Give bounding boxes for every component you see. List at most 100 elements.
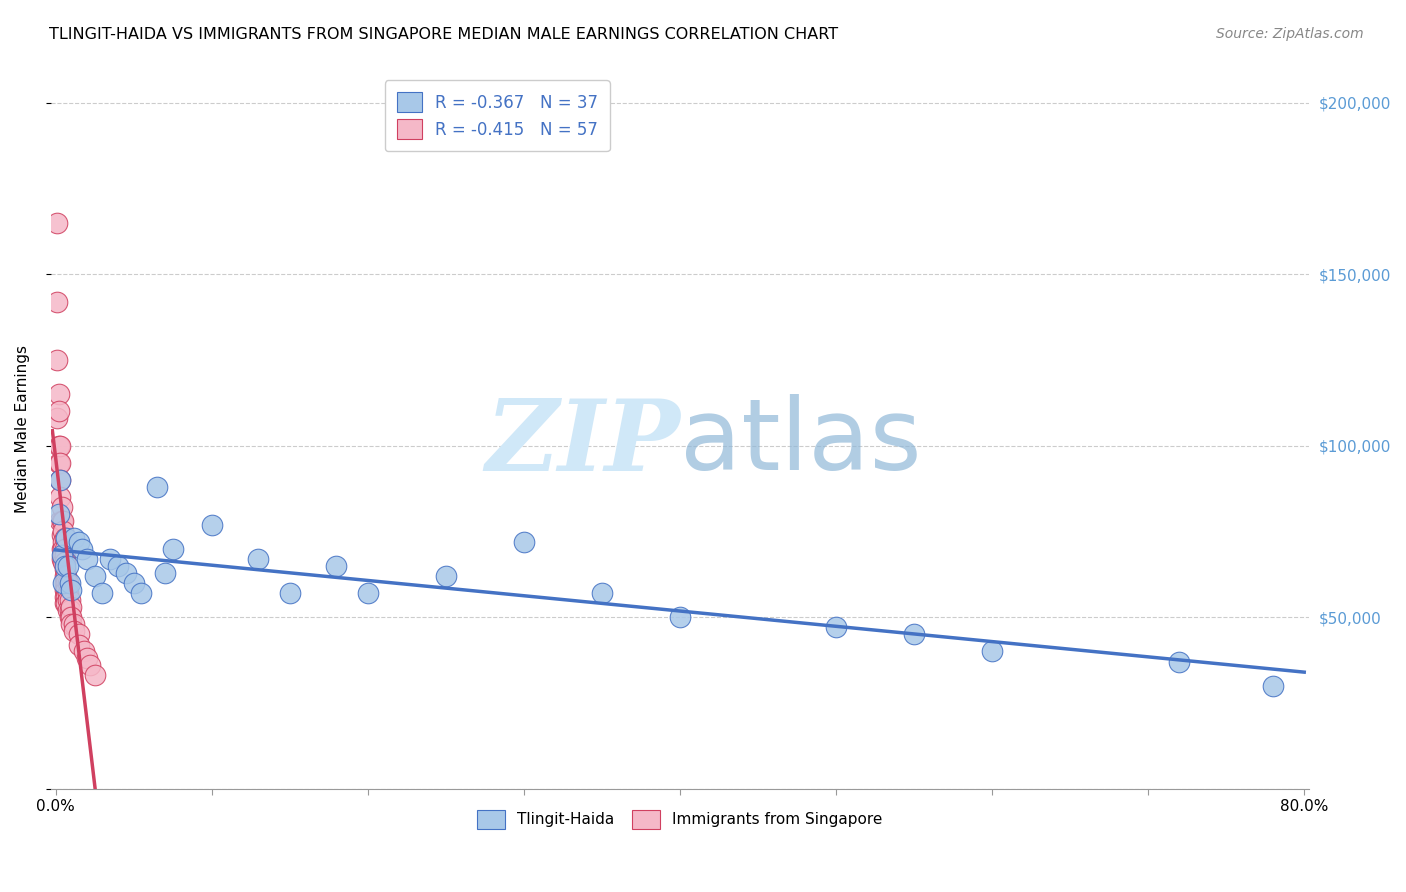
Point	[49, 473, 72, 487]
Point	[83, 668, 105, 682]
Point	[162, 541, 184, 556]
Point	[669, 610, 692, 624]
Point	[825, 620, 848, 634]
Point	[53, 558, 76, 573]
Point	[58, 610, 80, 624]
Point	[79, 658, 101, 673]
Point	[53, 549, 76, 563]
Point	[51, 551, 73, 566]
Point	[52, 514, 75, 528]
Point	[48, 404, 70, 418]
Text: Source: ZipAtlas.com: Source: ZipAtlas.com	[1216, 27, 1364, 41]
Point	[46, 353, 69, 368]
Point	[48, 439, 70, 453]
Point	[51, 549, 73, 563]
Point	[63, 531, 86, 545]
Point	[278, 586, 301, 600]
Point	[53, 582, 76, 597]
Point	[114, 566, 136, 580]
Point	[52, 549, 75, 563]
Point	[58, 593, 80, 607]
Point	[49, 490, 72, 504]
Point	[46, 411, 69, 425]
Point	[98, 551, 121, 566]
Point	[56, 603, 79, 617]
Point	[52, 555, 75, 569]
Point	[48, 456, 70, 470]
Point	[53, 575, 76, 590]
Point	[52, 534, 75, 549]
Point	[49, 456, 72, 470]
Point	[247, 551, 270, 566]
Point	[51, 528, 73, 542]
Text: ZIP: ZIP	[485, 394, 681, 491]
Point	[56, 575, 79, 590]
Point	[91, 586, 114, 600]
Point	[49, 514, 72, 528]
Point	[55, 582, 77, 597]
Point	[58, 603, 80, 617]
Point	[46, 216, 69, 230]
Point	[49, 439, 72, 453]
Point	[201, 517, 224, 532]
Point	[60, 610, 83, 624]
Point	[55, 596, 77, 610]
Point	[53, 541, 76, 556]
Point	[56, 586, 79, 600]
Point	[70, 541, 93, 556]
Point	[63, 624, 86, 638]
Point	[58, 575, 80, 590]
Point	[1168, 655, 1191, 669]
Point	[67, 638, 90, 652]
Point	[55, 590, 77, 604]
Point	[55, 575, 77, 590]
Point	[107, 558, 129, 573]
Point	[60, 582, 83, 597]
Point	[55, 569, 77, 583]
Point	[434, 569, 457, 583]
Point	[53, 562, 76, 576]
Text: TLINGIT-HAIDA VS IMMIGRANTS FROM SINGAPORE MEDIAN MALE EARNINGS CORRELATION CHAR: TLINGIT-HAIDA VS IMMIGRANTS FROM SINGAPO…	[49, 27, 838, 42]
Point	[49, 473, 72, 487]
Legend: Tlingit-Haida, Immigrants from Singapore: Tlingit-Haida, Immigrants from Singapore	[471, 804, 889, 835]
Point	[60, 616, 83, 631]
Point	[52, 575, 75, 590]
Point	[76, 651, 98, 665]
Point	[55, 531, 77, 545]
Point	[60, 599, 83, 614]
Point	[131, 586, 153, 600]
Point	[48, 387, 70, 401]
Point	[357, 586, 380, 600]
Point	[51, 541, 73, 556]
Point	[1261, 679, 1284, 693]
Point	[591, 586, 613, 600]
Point	[52, 524, 75, 539]
Point	[46, 294, 69, 309]
Point	[72, 644, 94, 658]
Text: atlas: atlas	[681, 394, 921, 491]
Point	[76, 551, 98, 566]
Point	[53, 531, 76, 545]
Point	[56, 593, 79, 607]
Point	[53, 590, 76, 604]
Point	[63, 616, 86, 631]
Point	[51, 514, 73, 528]
Point	[53, 555, 76, 569]
Point	[122, 575, 145, 590]
Point	[53, 569, 76, 583]
Point	[67, 627, 90, 641]
Y-axis label: Median Male Earnings: Median Male Earnings	[15, 344, 30, 513]
Point	[83, 569, 105, 583]
Point	[56, 558, 79, 573]
Point	[513, 534, 536, 549]
Point	[146, 480, 169, 494]
Point	[981, 644, 1004, 658]
Point	[153, 566, 176, 580]
Point	[325, 558, 347, 573]
Point	[67, 534, 90, 549]
Point	[52, 541, 75, 556]
Point	[51, 500, 73, 515]
Point	[53, 596, 76, 610]
Point	[48, 507, 70, 521]
Point	[903, 627, 925, 641]
